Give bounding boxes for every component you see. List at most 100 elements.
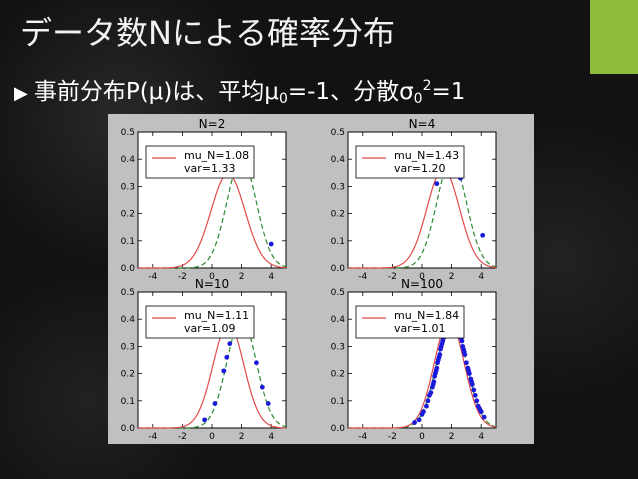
y-tick-label: 0.5: [331, 288, 345, 298]
y-tick-label: 0.1: [331, 237, 345, 247]
y-tick-label: 0.5: [121, 288, 135, 298]
y-tick-label: 0.0: [121, 264, 136, 274]
data-point: [461, 349, 467, 355]
data-point: [259, 384, 265, 390]
x-tick-label: 4: [268, 432, 274, 442]
bullet-arrow-icon: ▶: [14, 83, 28, 104]
x-tick-label: 0: [209, 272, 215, 282]
y-tick-label: 0.2: [121, 210, 135, 220]
data-point: [428, 390, 434, 396]
y-tick-label: 0.5: [331, 128, 345, 138]
bullet-text-mid: =-1、分散σ: [287, 79, 414, 105]
y-tick-label: 0.1: [121, 397, 135, 407]
subplot-2: N=4 -4 -2 0 2 4 0.0 0.1 0.2 0.3 0.4 0.5 mu_N=1.43var…: [331, 117, 497, 282]
x-tick-label: -4: [148, 432, 157, 442]
posterior-line: [138, 173, 287, 269]
y-tick-label: 0.0: [121, 424, 136, 434]
x-tick-label: -4: [358, 432, 367, 442]
data-point: [466, 368, 472, 374]
data-point: [221, 368, 227, 374]
data-point: [212, 401, 218, 406]
x-tick-label: -4: [148, 272, 157, 282]
subplot-4: N=100 -4 -2 0 2 4 0.0 0.1 0.2 0.3 0.4 0.5 mu_N=1.84v…: [331, 277, 497, 442]
legend-var-label: var=1.20: [394, 162, 445, 175]
data-point: [472, 392, 478, 398]
x-tick-label: -2: [178, 432, 187, 442]
y-tick-label: 0.4: [121, 315, 136, 325]
figure-panel: N=2 -4 -2 0 2 4 0.0 0.1 0.2 0.3 0.4 0.5 mu_N=1.08 var…: [108, 114, 534, 444]
y-tick-label: 0.3: [121, 342, 135, 352]
data-point: [480, 232, 486, 238]
legend-var-label: var=1.33: [184, 162, 235, 175]
x-tick-label: -2: [178, 272, 187, 282]
subplot-3: N=10 -4 -2 0 2 4 0.0 0.1 0.2 0.3 0.4 0.5 mu_N=1.11va…: [121, 277, 287, 442]
x-tick-label: 2: [449, 432, 455, 442]
accent-block: [590, 0, 638, 74]
x-tick-label: -4: [358, 272, 367, 282]
bullet-text-prefix: 事前分布P(μ)は、平均μ: [33, 79, 279, 105]
legend-box: [355, 305, 465, 339]
data-point: [424, 403, 429, 409]
legend-box: [145, 305, 255, 339]
y-tick-label: 0.4: [331, 155, 346, 165]
posterior-line: [348, 319, 497, 429]
legend-mu-label: mu_N=1.08: [184, 149, 249, 162]
x-tick-label: 4: [478, 432, 484, 442]
data-point: [434, 181, 440, 187]
data-point: [436, 354, 442, 360]
data-point: [412, 420, 417, 425]
data-point: [268, 241, 274, 247]
y-tick-label: 0.3: [331, 342, 345, 352]
x-tick-label: 2: [449, 272, 455, 282]
sigma-superscript: 2: [422, 78, 432, 94]
data-point: [430, 382, 436, 387]
x-tick-label: 4: [268, 272, 274, 282]
y-tick-label: 0.3: [121, 182, 135, 192]
data-point: [433, 368, 439, 374]
y-tick-label: 0.2: [331, 210, 345, 220]
legend-box: [145, 145, 255, 179]
data-point: [416, 417, 422, 423]
legend-mu-label: mu_N=1.43: [394, 149, 459, 162]
y-tick-label: 0.4: [121, 155, 136, 165]
x-tick-label: -2: [388, 272, 397, 282]
data-point: [478, 409, 484, 415]
legend-mu-label: mu_N=1.84: [394, 309, 459, 322]
data-point: [227, 341, 233, 347]
legend-var-label: var=1.09: [184, 322, 235, 335]
legend-box: [355, 145, 465, 179]
bullet-text-end: =1: [431, 79, 466, 105]
subplot-title: N=100: [401, 277, 443, 291]
mu-subscript: 0: [278, 91, 288, 107]
y-tick-label: 0.5: [121, 128, 135, 138]
x-tick-label: 2: [239, 432, 245, 442]
data-point: [471, 387, 477, 393]
sigma-subscript: 0: [413, 91, 423, 107]
legend-var-label: var=1.01: [394, 322, 445, 335]
legend-mu-label: mu_N=1.11: [184, 309, 249, 322]
y-tick-label: 0.3: [331, 182, 345, 192]
chart-figure: N=2 -4 -2 0 2 4 0.0 0.1 0.2 0.3 0.4 0.5 mu_N=1.08var…: [121, 117, 497, 442]
data-point: [469, 379, 474, 385]
y-tick-label: 0.1: [121, 237, 135, 247]
posterior-line: [138, 323, 287, 429]
y-tick-label: 0.4: [331, 315, 346, 325]
data-point: [481, 414, 487, 420]
posterior-line: [348, 168, 497, 269]
x-tick-label: 2: [239, 272, 245, 282]
bullet-line: ▶ 事前分布P(μ)は、平均μ0=-1、分散σ02=1: [14, 72, 465, 107]
y-tick-label: 0.0: [331, 264, 346, 274]
data-point: [474, 398, 480, 404]
y-tick-label: 0.0: [331, 424, 346, 434]
subplot-title: N=10: [195, 277, 229, 291]
data-point: [421, 409, 426, 415]
data-point: [254, 360, 259, 366]
x-tick-label: 0: [419, 272, 425, 282]
subplot-title: N=4: [409, 117, 436, 131]
data-point: [464, 360, 469, 366]
x-tick-label: 4: [478, 272, 484, 282]
data-point: [224, 354, 230, 360]
x-tick-label: 0: [209, 432, 215, 442]
data-point: [439, 341, 445, 347]
data-point: [202, 417, 207, 423]
